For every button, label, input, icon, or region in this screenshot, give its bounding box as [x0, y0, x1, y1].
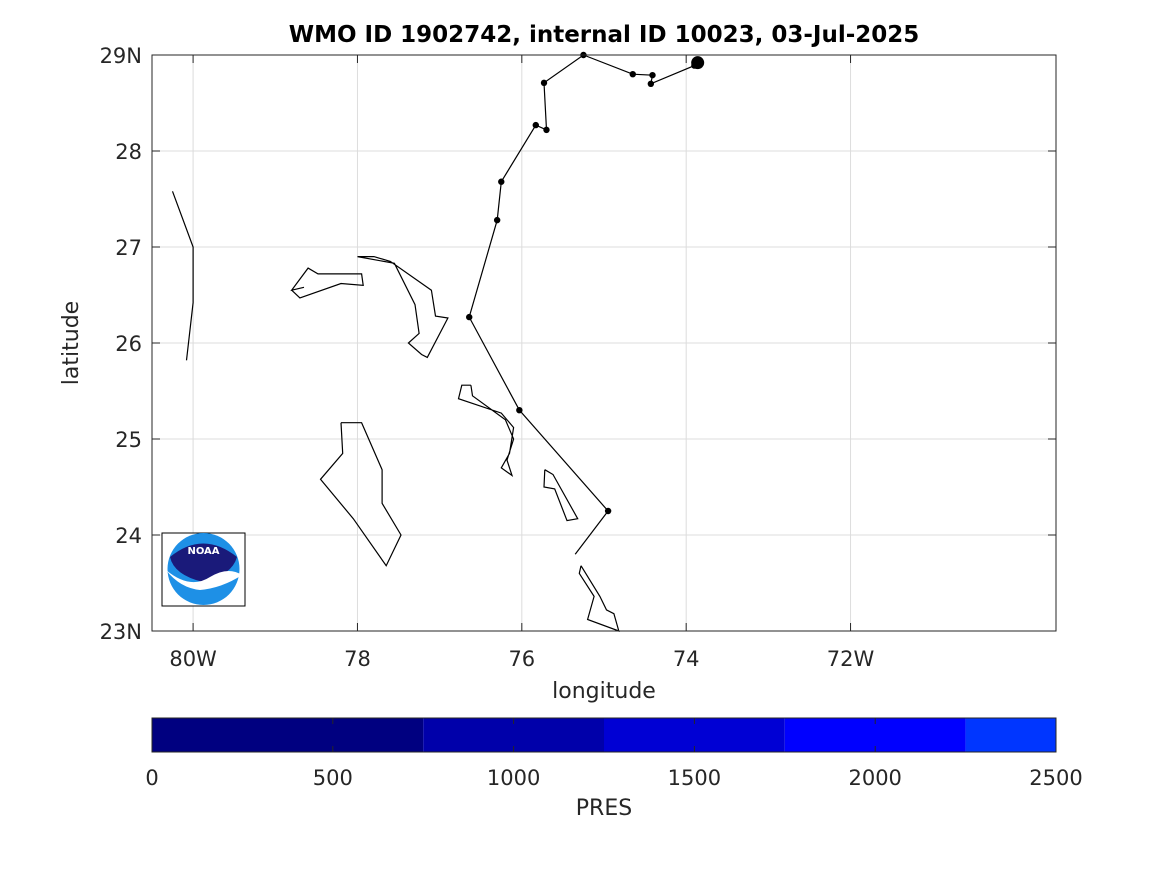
map-axes: NOAA 80W 78 76 74 72W 23N 24 25 26 27 28 29N [100, 44, 1057, 671]
y-ticks: 23N 24 25 26 27 28 29N [100, 44, 1056, 644]
x-tick-label: 74 [673, 647, 700, 671]
track-point [647, 80, 655, 88]
coastline [171, 191, 194, 361]
coastline [457, 384, 515, 478]
track-point [493, 216, 501, 224]
track-last-position [691, 56, 705, 70]
track-point [649, 71, 656, 79]
x-tick-label: 72W [827, 647, 875, 671]
y-tick-label: 28 [115, 140, 142, 164]
track-point [516, 407, 523, 414]
colorbar: 0 500 1000 1500 2000 2500 PRES [145, 717, 1083, 821]
track-point [629, 71, 636, 78]
colorbar-tick-label: 2500 [1029, 766, 1082, 790]
coastline [290, 267, 364, 299]
track-point [543, 126, 550, 134]
colorbar-tick-label: 1000 [487, 766, 540, 790]
x-tick-label: 78 [344, 647, 371, 671]
x-tick-label: 76 [508, 647, 535, 671]
float-track [466, 51, 705, 515]
y-tick-label: 23N [100, 620, 142, 644]
colorbar-ticks: 0 500 1000 1500 2000 2500 [145, 718, 1083, 790]
y-tick-label: 24 [115, 524, 142, 548]
coastline [543, 469, 579, 522]
track-point [498, 178, 505, 185]
coastline [357, 256, 449, 359]
logo-wave-icon [166, 570, 242, 590]
y-axis-label: latitude [59, 301, 84, 385]
colorbar-segment [152, 718, 424, 752]
y-tick-label: 26 [115, 332, 142, 356]
colorbar-label: PRES [576, 796, 632, 821]
y-tick-label: 29N [100, 44, 142, 68]
coastline [319, 422, 402, 567]
track-point [532, 121, 539, 129]
y-tick-label: 25 [115, 428, 142, 452]
colorbar-tick-label: 1500 [668, 766, 721, 790]
track-point [466, 313, 473, 321]
colorbar-segment [965, 718, 1056, 752]
track-point [604, 507, 612, 515]
coastlines [171, 191, 620, 632]
x-tick-label: 80W [169, 647, 217, 671]
track-point [540, 79, 548, 87]
colorbar-tick-label: 500 [313, 766, 353, 790]
x-axis-label: longitude [552, 679, 656, 704]
y-tick-label: 27 [115, 236, 142, 260]
colorbar-frame [151, 717, 1057, 753]
colorbar-tick-label: 0 [145, 766, 158, 790]
logo-text: NOAA [187, 546, 219, 557]
chart-title: WMO ID 1902742, internal ID 10023, 03-Ju… [289, 22, 920, 48]
colorbar-segments [152, 718, 1056, 752]
noaa-logo: NOAA [161, 532, 246, 607]
gridlines [152, 54, 1056, 632]
colorbar-tick-label: 2000 [848, 766, 901, 790]
coastline [574, 510, 609, 555]
x-ticks: 80W 78 76 74 72W [169, 55, 875, 671]
